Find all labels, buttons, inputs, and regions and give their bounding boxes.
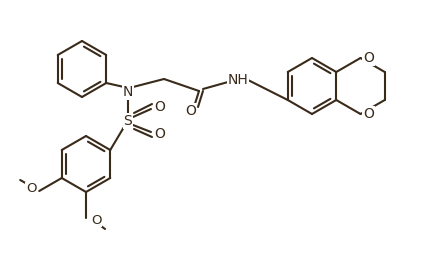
- Text: O: O: [186, 104, 197, 118]
- Text: O: O: [26, 182, 36, 196]
- Text: O: O: [363, 107, 374, 121]
- Text: O: O: [363, 51, 374, 65]
- Text: O: O: [155, 100, 165, 114]
- Text: O: O: [155, 127, 165, 141]
- Text: NH: NH: [228, 73, 249, 87]
- Text: S: S: [124, 114, 132, 128]
- Text: O: O: [91, 214, 101, 227]
- Text: N: N: [123, 85, 133, 99]
